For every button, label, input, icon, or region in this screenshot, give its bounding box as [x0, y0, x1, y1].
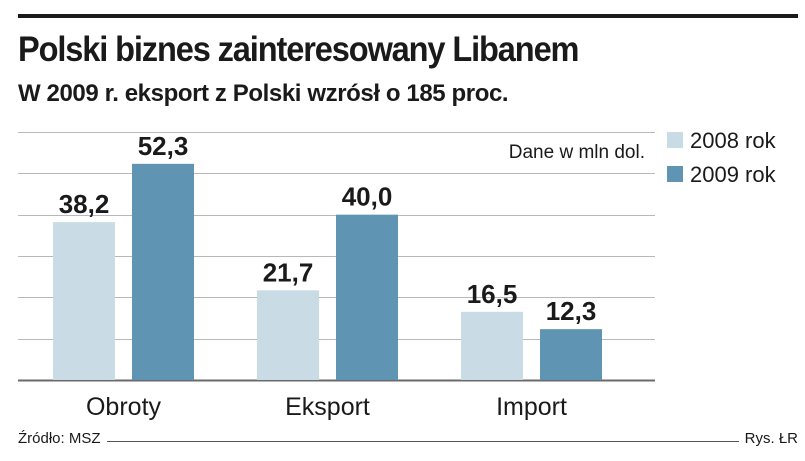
- bar-eksport-2009: [336, 214, 398, 380]
- footer-rule: [106, 441, 739, 442]
- legend-label: 2009 rok: [690, 162, 777, 187]
- bar-import-2009: [540, 329, 602, 380]
- credit-note: Rys. ŁR: [744, 430, 798, 447]
- source-note: Źródło: MSZ: [18, 430, 101, 447]
- value-label: 38,2: [59, 189, 110, 219]
- value-label: 16,5: [467, 279, 518, 309]
- chart-subtitle: W 2009 r. eksport z Polski wzrósł o 185 …: [18, 80, 509, 107]
- footer: Źródło: MSZ Rys. ŁR: [18, 425, 798, 447]
- value-label: 52,3: [138, 131, 189, 161]
- legend-label: 2008 rok: [690, 128, 777, 153]
- bar-import-2008: [461, 311, 523, 380]
- value-label: 21,7: [263, 257, 314, 287]
- category-label: Obroty: [86, 393, 162, 421]
- chart-title: Polski biznes zainteresowany Libanem: [18, 30, 579, 69]
- legend-swatch-2008: [667, 132, 683, 148]
- category-label: Import: [496, 393, 567, 421]
- value-label: 40,0: [342, 182, 393, 212]
- bar-eksport-2008: [257, 290, 319, 380]
- top-rule: [18, 14, 798, 18]
- bar-obroty-2008: [53, 222, 115, 380]
- legend-swatch-2009: [667, 166, 683, 182]
- units-note: Dane w mln dol.: [509, 142, 645, 163]
- bar-obroty-2009: [132, 163, 194, 380]
- value-label: 12,3: [546, 296, 597, 326]
- category-label: Eksport: [285, 393, 370, 421]
